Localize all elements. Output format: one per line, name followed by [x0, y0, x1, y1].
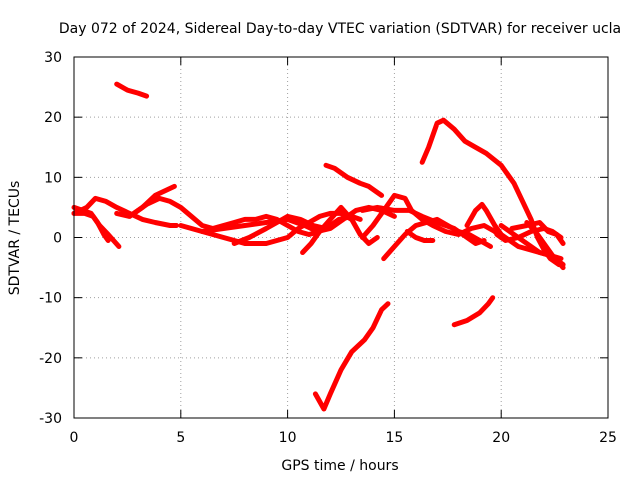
- series-sat-n: [381, 216, 493, 262]
- y-tick-label: 10: [44, 170, 62, 186]
- series-sat-u: [494, 226, 564, 243]
- series-sat-m: [359, 192, 504, 240]
- series-sat-g: [178, 210, 355, 246]
- y-tick-label: 30: [44, 50, 62, 66]
- series-sat-w: [498, 223, 564, 262]
- x-tick-label: 20: [492, 430, 510, 446]
- series-sat-d: [114, 81, 150, 99]
- x-axis-label: GPS time / hours: [281, 458, 398, 474]
- series-sat-j: [300, 204, 380, 255]
- x-tick-label: 25: [599, 430, 617, 446]
- series-sat-c: [71, 204, 111, 243]
- series-sat-r: [451, 295, 496, 328]
- x-tick-label: 5: [176, 430, 185, 446]
- series-sat-k: [323, 162, 385, 198]
- axis-layer: 0 5 10 15 20 25 -30 -20 -10 0 10 20 30: [39, 50, 617, 446]
- series-layer: [71, 81, 566, 412]
- grid-layer: [74, 57, 608, 418]
- x-tick-label: 15: [385, 430, 403, 446]
- series-sat-a: [71, 195, 179, 228]
- series-sat-q: [419, 117, 562, 268]
- series-sat-p: [404, 229, 436, 243]
- y-tick-label: -30: [39, 411, 62, 427]
- series-sat-l: [312, 301, 391, 412]
- series-sat-o: [359, 204, 487, 246]
- y-tick-label: 20: [44, 110, 62, 126]
- y-tick-label: -10: [39, 291, 62, 307]
- x-tick-label: 0: [70, 430, 79, 446]
- y-axis-label: SDTVAR / TECUs: [7, 181, 23, 296]
- y-tick-label: -20: [39, 351, 62, 367]
- y-tick-label: 0: [53, 231, 62, 247]
- x-tick-label: 10: [279, 430, 297, 446]
- chart-title: Day 072 of 2024, Sidereal Day-to-day VTE…: [59, 21, 621, 37]
- series-sat-f: [131, 195, 344, 237]
